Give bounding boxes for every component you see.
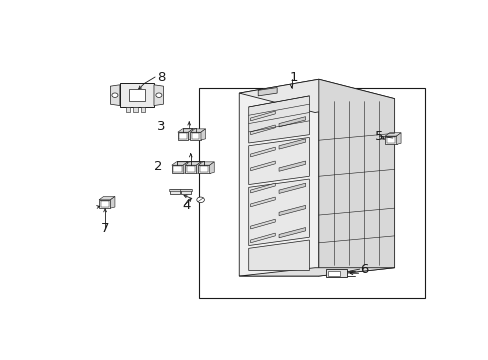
Bar bbox=[171, 165, 183, 174]
Text: 3: 3 bbox=[157, 120, 165, 133]
Bar bbox=[120, 84, 154, 107]
Polygon shape bbox=[209, 162, 214, 174]
Polygon shape bbox=[250, 233, 275, 243]
Polygon shape bbox=[250, 125, 275, 135]
Polygon shape bbox=[190, 129, 205, 132]
Bar bbox=[385, 136, 396, 144]
Bar bbox=[181, 189, 191, 194]
Polygon shape bbox=[183, 162, 187, 174]
Polygon shape bbox=[154, 85, 163, 105]
Text: 5: 5 bbox=[374, 130, 383, 143]
Polygon shape bbox=[279, 117, 305, 127]
Text: 4: 4 bbox=[182, 199, 190, 212]
Bar bbox=[173, 166, 181, 172]
Polygon shape bbox=[250, 161, 275, 171]
Circle shape bbox=[156, 93, 162, 98]
Polygon shape bbox=[248, 138, 309, 185]
Bar bbox=[184, 165, 196, 174]
Bar bbox=[191, 133, 199, 139]
Polygon shape bbox=[250, 147, 275, 157]
Bar bbox=[178, 132, 188, 140]
Polygon shape bbox=[396, 133, 400, 144]
Polygon shape bbox=[198, 162, 214, 165]
Polygon shape bbox=[188, 129, 193, 140]
Bar bbox=[99, 200, 110, 208]
Polygon shape bbox=[250, 183, 275, 193]
Polygon shape bbox=[279, 205, 305, 216]
Bar bbox=[169, 189, 180, 194]
Polygon shape bbox=[248, 240, 309, 270]
Text: 8: 8 bbox=[157, 71, 165, 84]
Circle shape bbox=[196, 197, 204, 203]
Text: 2: 2 bbox=[153, 160, 162, 173]
Bar bbox=[141, 107, 145, 112]
Bar bbox=[133, 107, 138, 112]
Polygon shape bbox=[99, 197, 115, 200]
Text: 6: 6 bbox=[359, 262, 368, 276]
Bar bbox=[186, 166, 195, 172]
Polygon shape bbox=[239, 268, 394, 276]
Polygon shape bbox=[279, 183, 305, 193]
Bar bbox=[326, 269, 346, 278]
Bar bbox=[190, 132, 201, 140]
Polygon shape bbox=[250, 111, 275, 121]
Bar bbox=[200, 166, 208, 172]
Bar bbox=[386, 137, 394, 143]
Polygon shape bbox=[318, 79, 394, 276]
Text: 7: 7 bbox=[100, 222, 109, 235]
Polygon shape bbox=[279, 228, 305, 238]
Bar bbox=[180, 189, 192, 191]
Polygon shape bbox=[184, 162, 201, 165]
Polygon shape bbox=[248, 96, 309, 143]
Bar bbox=[199, 87, 424, 298]
Polygon shape bbox=[258, 87, 277, 96]
Polygon shape bbox=[239, 79, 318, 276]
Polygon shape bbox=[385, 133, 400, 136]
Polygon shape bbox=[239, 79, 394, 112]
Bar bbox=[168, 189, 181, 191]
Polygon shape bbox=[248, 179, 309, 246]
Polygon shape bbox=[279, 161, 305, 171]
Polygon shape bbox=[250, 197, 275, 207]
Bar bbox=[101, 201, 109, 207]
Polygon shape bbox=[110, 197, 115, 208]
Bar bbox=[125, 107, 130, 112]
Polygon shape bbox=[250, 219, 275, 229]
Polygon shape bbox=[171, 162, 187, 165]
Polygon shape bbox=[178, 129, 193, 132]
Polygon shape bbox=[196, 162, 201, 174]
Polygon shape bbox=[201, 129, 205, 140]
Bar bbox=[198, 165, 209, 174]
Bar bbox=[179, 133, 186, 139]
Bar bbox=[327, 270, 339, 276]
Circle shape bbox=[112, 93, 118, 98]
Polygon shape bbox=[110, 85, 120, 105]
Bar bbox=[129, 89, 144, 101]
Polygon shape bbox=[279, 139, 305, 149]
Text: 1: 1 bbox=[289, 71, 298, 84]
